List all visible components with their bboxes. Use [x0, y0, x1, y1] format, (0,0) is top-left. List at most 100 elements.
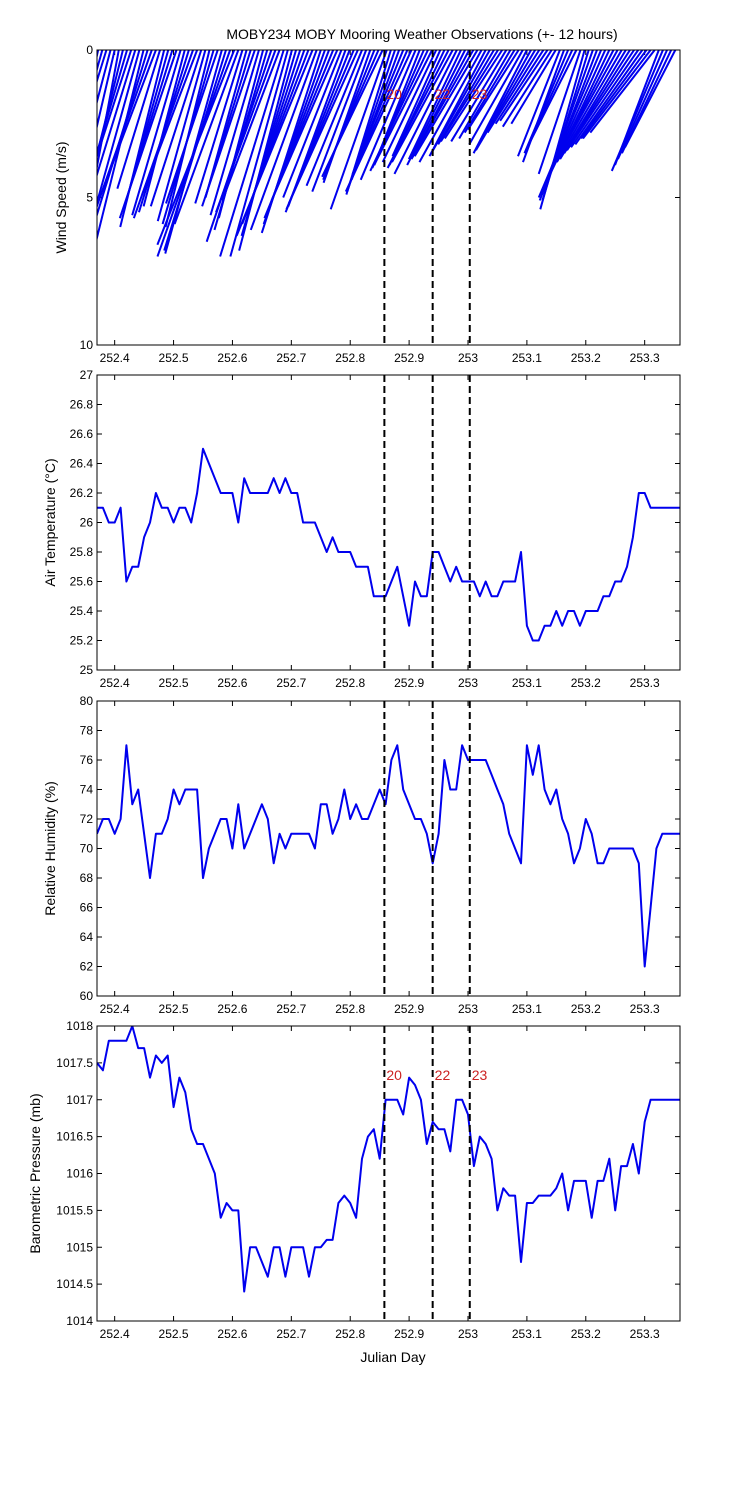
wind-stick: [391, 50, 454, 163]
y-tick-label: 25.4: [70, 604, 94, 618]
marker-label: 23: [472, 1067, 488, 1083]
x-tick-label: 252.8: [335, 676, 365, 690]
wind-stick: [229, 50, 289, 257]
x-tick-label: 252.8: [335, 1002, 365, 1016]
plot-area: [97, 50, 677, 257]
y-tick-label: 66: [80, 901, 94, 915]
x-tick-label: 252.4: [100, 1327, 130, 1341]
wind-stick: [344, 50, 413, 193]
y-tick-label: 78: [80, 724, 94, 738]
y-tick-label: 10: [80, 338, 94, 352]
x-tick-label: 252.5: [159, 1002, 189, 1016]
y-tick-label: 5: [86, 191, 93, 205]
wind-stick: [624, 50, 677, 148]
y-tick-label: 26: [80, 516, 94, 530]
x-tick-label: 252.6: [217, 676, 247, 690]
wind-stick: [97, 50, 137, 178]
x-tick-label: 252.9: [394, 351, 424, 365]
y-tick-label: 26.2: [70, 486, 94, 500]
y-tick-label: 76: [80, 753, 94, 767]
x-tick-label: 252.6: [217, 1002, 247, 1016]
panel-2: 252.4 252.5 252.6 252.7 252.8 252.9 253 253.1 25…: [42, 368, 681, 690]
wind-stick: [329, 50, 388, 210]
x-tick-label: 252.7: [276, 676, 306, 690]
wind-stick: [407, 50, 462, 160]
x-tick-label: 252.9: [394, 1327, 424, 1341]
x-tick-label: 253.3: [630, 351, 660, 365]
y-tick-label: 1017.5: [56, 1056, 93, 1070]
wind-stick: [406, 50, 466, 166]
data-series-line: [97, 1026, 680, 1293]
axes-frame: [96, 700, 681, 997]
wind-stick: [570, 50, 640, 148]
x-tick-label: 253.3: [630, 1002, 660, 1016]
x-tick-label: 253.3: [630, 676, 660, 690]
panel-3: 252.4 252.5 252.6 252.7 252.8 252.9 253 253.1 25…: [42, 694, 681, 1016]
wind-stick: [373, 50, 433, 166]
y-tick-label: 1016: [66, 1167, 93, 1181]
panel-4: 252.4 252.5 252.6 252.7 252.8 252.9 253 253.1 25…: [27, 1019, 681, 1341]
wind-stick: [359, 50, 417, 181]
axes-frame: [96, 1025, 681, 1322]
x-tick-label: 252.8: [335, 351, 365, 365]
marker-label: 20: [386, 86, 402, 102]
wind-stick: [369, 50, 429, 172]
wind-stick: [582, 50, 652, 140]
wind-stick: [549, 50, 619, 172]
y-tick-label: 68: [80, 871, 94, 885]
y-tick-label: 1014: [66, 1314, 93, 1328]
wind-stick: [475, 50, 536, 151]
x-axis-title: Julian Day: [360, 1349, 425, 1365]
x-tick-label: 252.5: [159, 676, 189, 690]
wind-stick: [580, 50, 648, 140]
wind-stick: [486, 50, 541, 134]
plot-area: [97, 447, 680, 642]
data-series-line: [97, 744, 680, 968]
wind-stick: [311, 50, 368, 192]
y-tick-label: 1015: [66, 1240, 93, 1254]
marker-label: 22: [435, 1067, 451, 1083]
y-tick-label: 25.8: [70, 545, 94, 559]
x-tick-label: 253.2: [571, 676, 601, 690]
y-tick-label: 1017: [66, 1093, 93, 1107]
y-tick-label: 26.6: [70, 427, 94, 441]
wind-stick: [156, 50, 236, 246]
wind-stick: [287, 50, 359, 204]
wind-stick: [468, 50, 524, 145]
axes-frame: [96, 374, 681, 671]
x-tick-label: 253.1: [512, 676, 542, 690]
plot-area: [97, 1026, 680, 1293]
wind-stick: [221, 50, 281, 201]
y-tick-label: 27: [80, 368, 94, 382]
wind-stick: [563, 50, 631, 154]
y-tick-label: 64: [80, 930, 94, 944]
x-tick-label: 252.4: [100, 1002, 130, 1016]
wind-stick: [393, 50, 458, 175]
x-tick-label: 252.6: [217, 1327, 247, 1341]
y-tick-label: 60: [80, 989, 94, 1003]
x-tick-label: 253: [458, 676, 478, 690]
axes-frame: [96, 49, 681, 346]
x-tick-label: 253.2: [571, 1327, 601, 1341]
wind-stick: [566, 50, 635, 151]
wind-stick: [321, 50, 384, 178]
y-tick-label: 80: [80, 694, 94, 708]
wind-stick: [209, 50, 260, 216]
wind-stick: [517, 50, 561, 157]
y-tick-label: 1015.5: [56, 1203, 93, 1217]
x-tick-label: 252.7: [276, 1002, 306, 1016]
x-tick-label: 252.4: [100, 351, 130, 365]
x-tick-label: 253: [458, 351, 478, 365]
plot-area: [97, 744, 680, 968]
y-axis-title: Air Temperature (°C): [42, 458, 58, 586]
wind-stick: [351, 50, 409, 178]
wind-stick: [173, 50, 240, 225]
y-tick-label: 25: [80, 663, 94, 677]
wind-stick: [97, 50, 128, 157]
wind-stick: [413, 50, 479, 157]
x-tick-label: 252.7: [276, 351, 306, 365]
figure-title: MOBY234 MOBY Mooring Weather Observation…: [226, 26, 617, 42]
x-tick-label: 252.5: [159, 351, 189, 365]
x-tick-label: 253.1: [512, 1002, 542, 1016]
wind-stick: [589, 50, 656, 134]
